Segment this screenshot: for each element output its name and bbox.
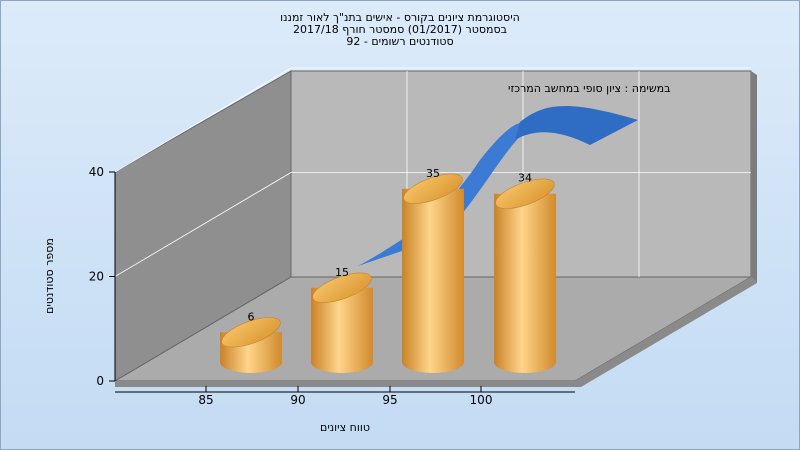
y-ticks: 0 20 40 (89, 165, 115, 388)
bar-top (403, 173, 463, 204)
bar-value-label: 6 (248, 310, 255, 323)
bar-value-label: 15 (335, 266, 349, 279)
grid-line-side (114, 67, 292, 173)
x-axis-title: טווח ציונים (320, 421, 370, 434)
bar-body (311, 287, 373, 373)
chart-title-line-1: היסטוגרמת ציונים בקורס - אישים בתנ"ך לאו… (280, 11, 520, 24)
bar-body (402, 188, 464, 373)
y-tick-label: 0 (96, 374, 104, 388)
distribution-curve-tail (515, 105, 638, 145)
chart-title: היסטוגרמת ציונים בקורס - אישים בתנ"ך לאו… (0, 12, 800, 48)
bar-value-label: 35 (426, 167, 440, 180)
x-tick-label: 90 (290, 393, 305, 407)
chart-title-line-3: סטודנטים רשומים - 92 (346, 35, 454, 48)
x-tick-label: 100 (470, 393, 493, 407)
chart-subtitle: במשימה : ציון סופי במחשב המרכזי (508, 82, 671, 95)
y-tick-label: 20 (89, 270, 104, 284)
distribution-curve (358, 122, 530, 266)
x-tick-label: 95 (382, 393, 397, 407)
bar-top (312, 272, 372, 303)
floor-edge (575, 277, 757, 387)
bar-body (494, 193, 556, 373)
floor-front-edge (115, 381, 581, 387)
bar-95: 35 (402, 167, 464, 373)
bar-top (221, 317, 281, 348)
back-wall-edge (751, 71, 757, 283)
bar-top (495, 178, 555, 209)
y-tick-label: 40 (89, 165, 104, 179)
grid-line-side (114, 172, 292, 277)
x-ticks: 85 90 95 100 (198, 386, 492, 407)
bar-value-label: 34 (518, 172, 532, 185)
chart-title-line-2: בסמסטר (01/2017) סמסטר חורף 2017/18 (293, 23, 507, 36)
bars-layer: 6 15 35 34 (220, 167, 556, 373)
y-axis-title: מספר סטודנטים (43, 238, 56, 314)
distribution-curve-layer (358, 105, 638, 266)
bar-90: 15 (311, 266, 373, 373)
bar-100: 34 (494, 172, 556, 373)
x-tick-label: 85 (198, 393, 213, 407)
bar-85: 6 (220, 310, 282, 373)
